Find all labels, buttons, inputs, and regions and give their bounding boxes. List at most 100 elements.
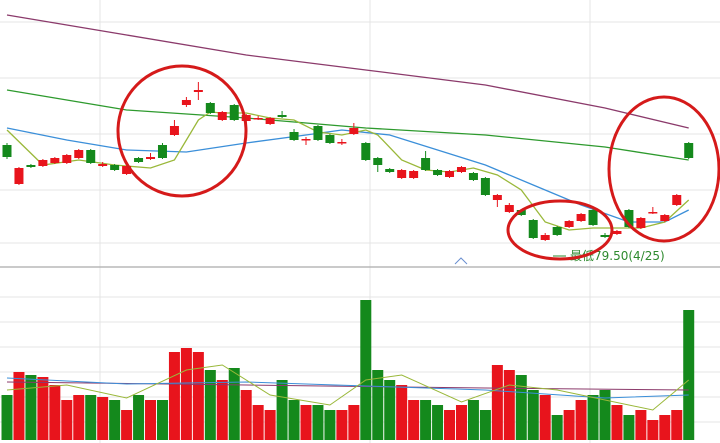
volume-bar — [455, 405, 467, 440]
candle-body — [648, 212, 658, 214]
volume-bar — [432, 405, 444, 440]
candle-body — [146, 157, 156, 159]
candle-body — [540, 235, 550, 240]
candle-body — [636, 218, 646, 228]
candle-body — [516, 210, 526, 215]
volume-bar — [37, 377, 49, 440]
candle-body — [456, 167, 466, 172]
volume-bar — [264, 410, 276, 440]
volume-bar — [324, 410, 336, 440]
volume-bar — [288, 400, 300, 440]
volume-bar — [384, 380, 396, 440]
candle-body — [205, 103, 215, 113]
volume-bar — [1, 395, 13, 440]
highlight-circles — [116, 64, 720, 261]
volume-bar — [587, 395, 599, 440]
candle-body — [98, 164, 108, 166]
volume-bar — [85, 395, 97, 440]
candle-body — [169, 126, 179, 135]
volume-bar — [515, 375, 527, 440]
candle-body — [409, 171, 419, 178]
candle-body — [110, 165, 120, 170]
volume-bar — [396, 385, 408, 440]
volume-bar — [503, 370, 515, 440]
candle-body — [624, 210, 634, 227]
candle-body — [564, 221, 574, 227]
volume-bar — [25, 375, 37, 440]
ma-line — [6, 377, 689, 399]
ma-line — [6, 14, 689, 129]
marker-arrow — [454, 257, 468, 265]
candle-body — [684, 143, 694, 158]
volume-bar — [551, 415, 563, 440]
volume-bar — [145, 400, 157, 440]
candle-body — [2, 145, 12, 157]
candle-body — [86, 150, 96, 163]
volume-bar — [97, 397, 109, 440]
volume-bar — [408, 400, 420, 440]
candle-body — [361, 143, 371, 160]
candle-body — [289, 132, 299, 140]
candle-body — [265, 118, 275, 124]
highlight-circle — [116, 64, 248, 198]
volume-bar — [599, 390, 611, 440]
candle-body — [62, 155, 72, 163]
candle-body — [600, 235, 610, 237]
candle-body — [445, 171, 455, 177]
candle-body — [301, 139, 311, 141]
volume-bar — [168, 352, 180, 440]
candle-body — [122, 166, 132, 174]
volume-bar — [659, 415, 671, 440]
volume-bar — [228, 368, 240, 440]
volume-bar — [623, 415, 635, 440]
candle-body — [181, 100, 191, 105]
ma-line — [6, 111, 690, 231]
candle-body — [14, 168, 24, 184]
volume-bar — [611, 405, 623, 440]
candle-body — [612, 231, 622, 234]
candle-body — [193, 90, 203, 92]
candle-body — [26, 165, 36, 167]
volume-bar — [49, 385, 61, 440]
volume-bar — [563, 410, 575, 440]
candle-body — [660, 215, 670, 221]
candle-body — [337, 142, 347, 144]
candle-body — [397, 170, 407, 178]
volume-bar — [121, 410, 133, 440]
candle-body — [74, 150, 84, 158]
volume-bar — [300, 405, 312, 440]
candle-body — [50, 158, 60, 163]
volume-bar — [276, 380, 288, 440]
volume-bar — [109, 400, 121, 440]
candle-body — [552, 227, 562, 235]
candle-body — [313, 126, 323, 140]
candle-body — [492, 195, 502, 200]
candle-body — [134, 158, 144, 162]
volume-bar — [156, 400, 168, 440]
volume-bar — [73, 395, 85, 440]
volume-bar — [444, 410, 456, 440]
candle-body — [38, 160, 48, 166]
volume-bar — [192, 352, 204, 440]
candle-body — [504, 205, 514, 212]
candle-body — [528, 220, 538, 238]
volume-bar — [575, 400, 587, 440]
volume-bar — [204, 370, 216, 440]
volume-bar — [312, 405, 324, 440]
candle-body — [672, 195, 682, 205]
volume-bar — [527, 390, 539, 440]
highlight-circle — [506, 199, 614, 261]
volume-bar — [13, 372, 25, 440]
candle-body — [349, 128, 359, 134]
ma-line — [6, 127, 689, 223]
volume-bar — [491, 365, 503, 440]
volume-bar — [348, 405, 360, 440]
candle-body — [480, 178, 490, 195]
volume-bar — [240, 390, 252, 440]
candle-body — [576, 214, 586, 221]
candle-body — [433, 170, 443, 175]
volume-bar — [420, 400, 432, 440]
candle-body — [373, 158, 383, 165]
volume-bar — [180, 348, 192, 440]
